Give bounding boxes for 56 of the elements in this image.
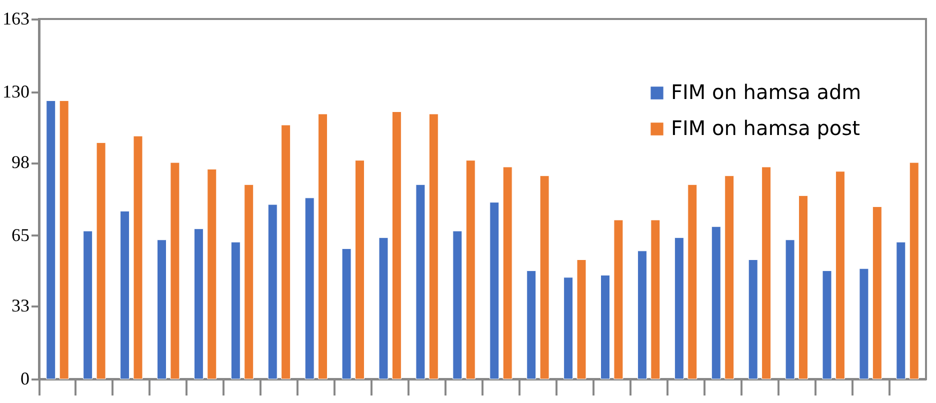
bar (268, 204, 278, 380)
bar (392, 112, 402, 380)
bar (762, 166, 772, 380)
y-tick-label: 163 (2, 8, 30, 28)
bar (133, 136, 143, 380)
y-tick-label: 0 (20, 368, 30, 388)
bar (785, 240, 795, 380)
bar (378, 237, 388, 380)
bar (674, 237, 684, 380)
bar (207, 168, 217, 380)
bar (194, 228, 204, 380)
bar (46, 100, 56, 380)
bar (576, 259, 586, 380)
bar (452, 230, 462, 380)
bar (230, 242, 240, 380)
bar (83, 230, 93, 380)
bar (96, 142, 106, 380)
y-tick-label: 98 (12, 152, 30, 172)
bar (354, 160, 364, 380)
bar (428, 114, 438, 380)
bar (724, 176, 734, 380)
bar (318, 114, 328, 380)
bar (157, 240, 167, 380)
bar (540, 176, 550, 380)
bar (748, 259, 758, 380)
bar (416, 184, 426, 380)
bar (490, 202, 500, 380)
bar (909, 162, 919, 380)
bar (711, 226, 721, 380)
bar (637, 250, 647, 380)
legend-label: FIM on hamsa post (671, 116, 860, 140)
y-tick-label: 130 (2, 81, 30, 102)
y-tick-label: 65 (12, 224, 30, 245)
bar (281, 124, 291, 380)
legend-label: FIM on hamsa adm (671, 80, 862, 104)
bar (798, 195, 808, 380)
bar (342, 248, 352, 380)
bar (564, 277, 574, 380)
bar (872, 206, 882, 380)
y-tick-label: 33 (12, 296, 30, 316)
bar (614, 220, 624, 380)
bar (896, 242, 906, 380)
bar (304, 198, 314, 380)
bar (466, 160, 476, 380)
bar (822, 270, 832, 380)
bar (502, 166, 512, 380)
bar (59, 100, 69, 380)
bar (600, 274, 610, 380)
bar (120, 210, 130, 380)
bar (170, 162, 180, 380)
bar (688, 184, 698, 380)
bar (526, 270, 536, 380)
bar (859, 268, 869, 380)
bar (650, 220, 660, 380)
bar (835, 171, 845, 380)
bar (244, 184, 254, 380)
